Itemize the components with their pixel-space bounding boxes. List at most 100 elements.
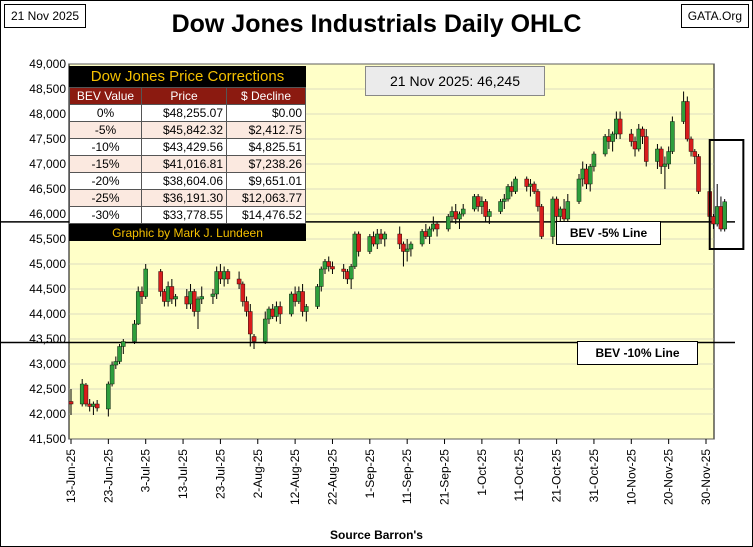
candle-body — [434, 223, 440, 230]
candle — [289, 291, 294, 317]
candle-body — [602, 136, 608, 155]
candle-body — [427, 228, 432, 237]
candle-body — [643, 136, 649, 162]
x-tick-label: 23-Jun-25 — [101, 449, 115, 503]
candle-body — [173, 296, 178, 300]
table-cell: -5% — [69, 121, 142, 139]
table-cell: $4,825.51 — [226, 138, 306, 156]
candle — [330, 261, 335, 274]
candle-body — [348, 266, 354, 280]
candle — [457, 211, 462, 229]
candle — [565, 194, 571, 222]
candle-body — [225, 271, 231, 280]
table-cell: -30% — [69, 206, 142, 224]
candle-body — [483, 201, 488, 217]
x-tick-label: 22-Aug-25 — [325, 449, 339, 505]
candle-body — [558, 208, 563, 217]
header-cell: BEV Value — [69, 87, 142, 105]
candle-body — [666, 151, 671, 165]
candle — [348, 264, 354, 289]
bev-5-label: BEV -5% Line — [556, 221, 661, 245]
corrections-title: Dow Jones Price Corrections — [90, 68, 285, 85]
candle-body — [345, 271, 350, 280]
table-cell: $43,429.56 — [141, 138, 227, 156]
candle — [300, 284, 305, 317]
candle — [591, 151, 597, 172]
candle-body — [509, 186, 515, 192]
candle-body — [240, 283, 246, 302]
candle-body — [711, 216, 716, 225]
table-cell: $33,778.55 — [141, 206, 227, 224]
candle — [472, 194, 477, 212]
candle — [550, 196, 556, 244]
candle — [531, 181, 537, 194]
candle-body — [658, 148, 664, 167]
candle-body — [576, 178, 582, 202]
candle — [427, 226, 432, 244]
table-footer: Graphic by Mark J. Lundeen — [112, 225, 263, 240]
header-cell: $ Decline — [226, 87, 306, 105]
candle-body — [419, 231, 425, 245]
candle-body — [266, 308, 272, 320]
candle-body — [341, 268, 346, 272]
candle — [225, 269, 231, 284]
candle-body — [300, 291, 305, 312]
candle-body — [277, 306, 283, 315]
chart-title: Dow Jones Industrials Daily OHLC — [171, 10, 582, 38]
candle — [498, 199, 503, 214]
candle — [460, 204, 466, 217]
candle — [262, 311, 268, 344]
candle-body — [502, 198, 507, 202]
candle-body — [431, 223, 436, 230]
candle — [83, 383, 89, 407]
x-tick-label: 1-Sep-25 — [363, 449, 377, 499]
x-tick-label: 12-Aug-25 — [288, 449, 302, 505]
candle-body — [498, 201, 503, 212]
candle-body — [714, 206, 720, 225]
candle-body — [692, 151, 698, 157]
candles — [68, 91, 727, 417]
x-tick-label: 21-Sep-25 — [438, 449, 452, 505]
y-tick-label: 44,500 — [29, 282, 66, 296]
candle — [109, 361, 115, 387]
candle — [692, 149, 698, 164]
candle — [158, 269, 163, 297]
table-cell: $0.00 — [226, 104, 306, 122]
candle-body — [109, 364, 115, 385]
candle — [722, 199, 727, 232]
candle — [643, 129, 649, 167]
candle-body — [244, 301, 249, 312]
candle — [685, 96, 690, 142]
candle — [666, 146, 671, 169]
candle-body — [132, 323, 137, 342]
table-row: -10% $43,429.56 $4,825.51 — [69, 138, 306, 156]
x-tick-label: 23-Jul-25 — [213, 449, 227, 499]
candle-body — [143, 268, 148, 297]
candle — [195, 296, 201, 329]
brand-label: GATA.Org — [680, 4, 749, 28]
x-tick-label: 10-Nov-25 — [624, 449, 638, 505]
x-tick-label: 11-Oct-25 — [512, 449, 526, 502]
candle-body — [587, 166, 593, 185]
candle — [319, 266, 324, 292]
candle — [662, 156, 668, 189]
table-cell: $2,412.75 — [226, 121, 306, 139]
candle-body — [315, 286, 320, 307]
candle — [367, 234, 373, 254]
y-tick-label: 43,000 — [29, 357, 66, 371]
candle-body — [210, 293, 216, 297]
candle-body — [479, 201, 485, 207]
candle — [397, 226, 402, 249]
candle — [658, 146, 664, 174]
candle-body — [453, 211, 458, 220]
candle-body — [550, 198, 556, 237]
candle-body — [289, 293, 294, 315]
y-tick-label: 47,000 — [29, 157, 66, 171]
candle — [94, 400, 100, 412]
table-cell: $14,476.52 — [226, 206, 306, 224]
candle-body — [636, 128, 642, 150]
candle-body — [158, 271, 163, 292]
candle — [502, 194, 507, 209]
x-tick-label: 21-Oct-25 — [550, 449, 564, 503]
candle-body — [218, 271, 223, 280]
